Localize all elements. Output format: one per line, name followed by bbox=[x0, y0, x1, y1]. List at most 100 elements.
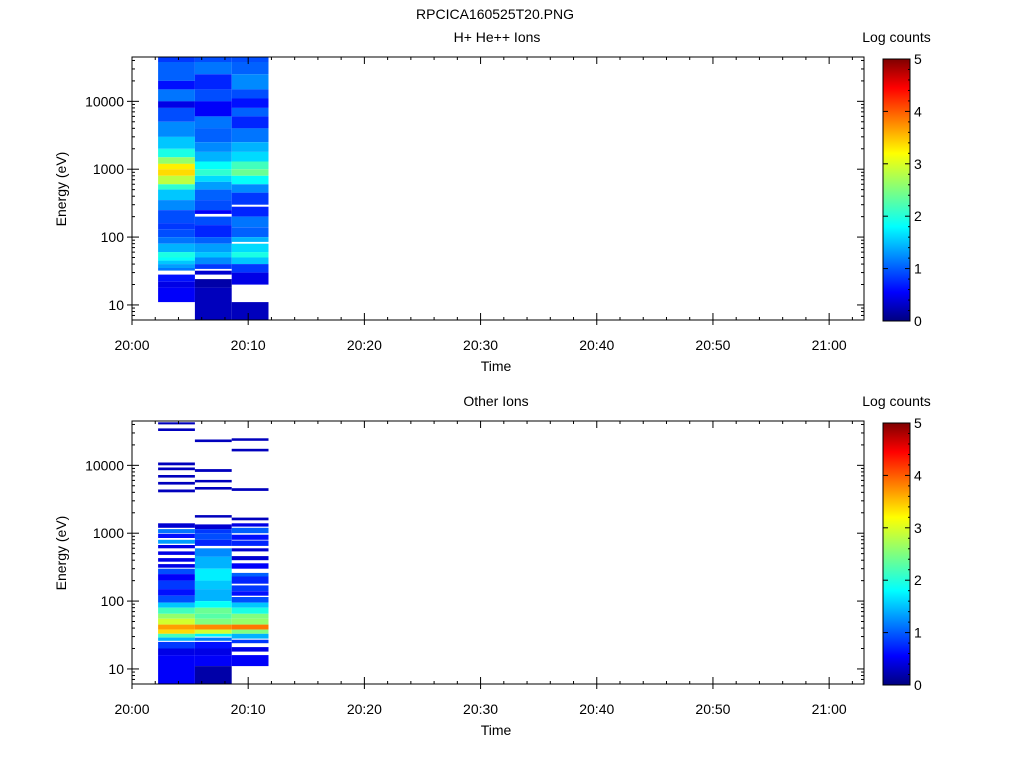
heatmap-cell bbox=[158, 57, 195, 62]
x-tick-label: 20:10 bbox=[231, 337, 266, 353]
heatmap-cell bbox=[158, 558, 195, 562]
heatmap-cell bbox=[158, 148, 195, 158]
colorbar-ticks: 0 1 2 3 4 5 bbox=[883, 415, 922, 693]
heatmap-cell bbox=[231, 128, 269, 143]
colorbar-tick-label: 3 bbox=[914, 156, 922, 172]
heatmap-cell bbox=[194, 181, 232, 190]
colorbar-tick-label: 0 bbox=[914, 313, 922, 329]
heatmap-cell bbox=[194, 624, 232, 630]
heatmap-cell bbox=[194, 479, 232, 483]
heatmap-cell bbox=[194, 618, 232, 625]
heatmap-cell bbox=[194, 515, 232, 518]
heatmap-cell bbox=[158, 641, 195, 649]
heatmap-cell bbox=[231, 237, 269, 242]
heatmap-cell bbox=[158, 264, 195, 268]
x-tick-label: 20:50 bbox=[695, 337, 730, 353]
heatmap-cell bbox=[194, 633, 232, 637]
y-tick-label: 100 bbox=[101, 229, 125, 245]
colorbar-tick-label: 1 bbox=[914, 625, 922, 641]
heatmap-cell bbox=[158, 564, 195, 568]
heatmap-cell bbox=[194, 237, 232, 244]
heatmap-cell bbox=[158, 533, 195, 538]
y-tick-label: 1000 bbox=[93, 161, 124, 177]
x-tick-label: 21:00 bbox=[812, 701, 847, 717]
heatmap-cell bbox=[231, 548, 269, 552]
heatmap-cell bbox=[231, 216, 269, 228]
heatmap-cell bbox=[158, 655, 195, 684]
heatmap-cell bbox=[158, 574, 195, 581]
heatmap-cell bbox=[231, 540, 269, 546]
heatmap-cell bbox=[158, 462, 195, 466]
heatmap-cell bbox=[158, 257, 195, 261]
heatmap-cell bbox=[158, 624, 195, 630]
heatmap-cell bbox=[158, 62, 195, 81]
y-axis-label: Energy (eV) bbox=[53, 152, 69, 227]
heatmap-cell bbox=[158, 529, 195, 534]
x-tick-label: 20:40 bbox=[579, 701, 614, 717]
colorbar-tick-label: 0 bbox=[914, 677, 922, 693]
heatmap-cell bbox=[158, 602, 195, 608]
heatmap-cell bbox=[231, 534, 269, 540]
x-tick-label: 20:20 bbox=[347, 337, 382, 353]
heatmap-cell bbox=[158, 200, 195, 210]
heatmap-cell bbox=[194, 257, 232, 265]
heatmap-cell bbox=[231, 89, 269, 99]
heatmap-cell bbox=[231, 107, 269, 117]
heatmap-cell bbox=[231, 633, 269, 639]
y-tick-label: 10000 bbox=[85, 93, 124, 109]
heatmap-cell bbox=[194, 101, 232, 117]
heatmap-cell bbox=[231, 302, 269, 320]
heatmap-cell bbox=[194, 175, 232, 182]
heatmap-cell bbox=[231, 142, 269, 152]
heatmap-cell bbox=[231, 184, 269, 193]
heatmap-cell bbox=[194, 216, 232, 226]
heatmap-cell bbox=[158, 467, 195, 471]
x-tick-label: 20:40 bbox=[579, 337, 614, 353]
colorbar-gradient bbox=[882, 58, 911, 322]
heatmap-cell bbox=[158, 568, 195, 575]
heatmap-cell bbox=[231, 448, 269, 452]
heatmap-cell bbox=[231, 62, 269, 75]
heatmap-cell bbox=[231, 252, 269, 258]
heatmap-cell bbox=[158, 89, 195, 102]
heatmap-cell bbox=[194, 529, 232, 534]
heatmap-cell bbox=[158, 523, 195, 528]
heatmap-cells bbox=[158, 422, 269, 684]
x-tick-label: 20:30 bbox=[463, 337, 498, 353]
heatmap-cell bbox=[231, 227, 269, 238]
heatmap-cell bbox=[158, 260, 195, 265]
heatmap-cell bbox=[194, 613, 232, 619]
heatmap-cell bbox=[158, 551, 195, 555]
heatmap-cell bbox=[194, 74, 232, 90]
heatmap-cell bbox=[231, 116, 269, 129]
colorbar-tick-label: 2 bbox=[914, 208, 922, 224]
heatmap-cell bbox=[194, 641, 232, 649]
heatmap-cell bbox=[231, 572, 269, 577]
heatmap-cell bbox=[194, 142, 232, 152]
heatmap-cell bbox=[231, 629, 269, 634]
heatmap-cell bbox=[158, 595, 195, 603]
colorbar-tick-label: 4 bbox=[914, 103, 922, 119]
heatmap-cell bbox=[231, 243, 269, 253]
heatmap-cell bbox=[194, 200, 232, 210]
heatmap-cell bbox=[231, 639, 269, 644]
heatmap-cell bbox=[231, 613, 269, 619]
heatmap-cell bbox=[231, 272, 269, 285]
heatmap-cell bbox=[231, 192, 269, 205]
heatmap-cell bbox=[231, 585, 269, 592]
heatmap-cell bbox=[194, 243, 232, 253]
heatmap-cells bbox=[158, 57, 269, 320]
heatmap-cell bbox=[231, 618, 269, 625]
heatmap-cell bbox=[194, 169, 232, 176]
heatmap-cell bbox=[231, 257, 269, 265]
x-tick-label: 20:00 bbox=[114, 701, 149, 717]
x-tick-label: 20:00 bbox=[114, 337, 149, 353]
heatmap-cell bbox=[158, 629, 195, 634]
heatmap-cell bbox=[158, 633, 195, 638]
x-tick-label: 20:20 bbox=[347, 701, 382, 717]
heatmap-cell bbox=[231, 563, 269, 569]
y-tick-label: 10000 bbox=[85, 457, 124, 473]
heatmap-cell bbox=[158, 489, 195, 493]
heatmap-cell bbox=[231, 556, 269, 561]
heatmap-cell bbox=[231, 517, 269, 521]
